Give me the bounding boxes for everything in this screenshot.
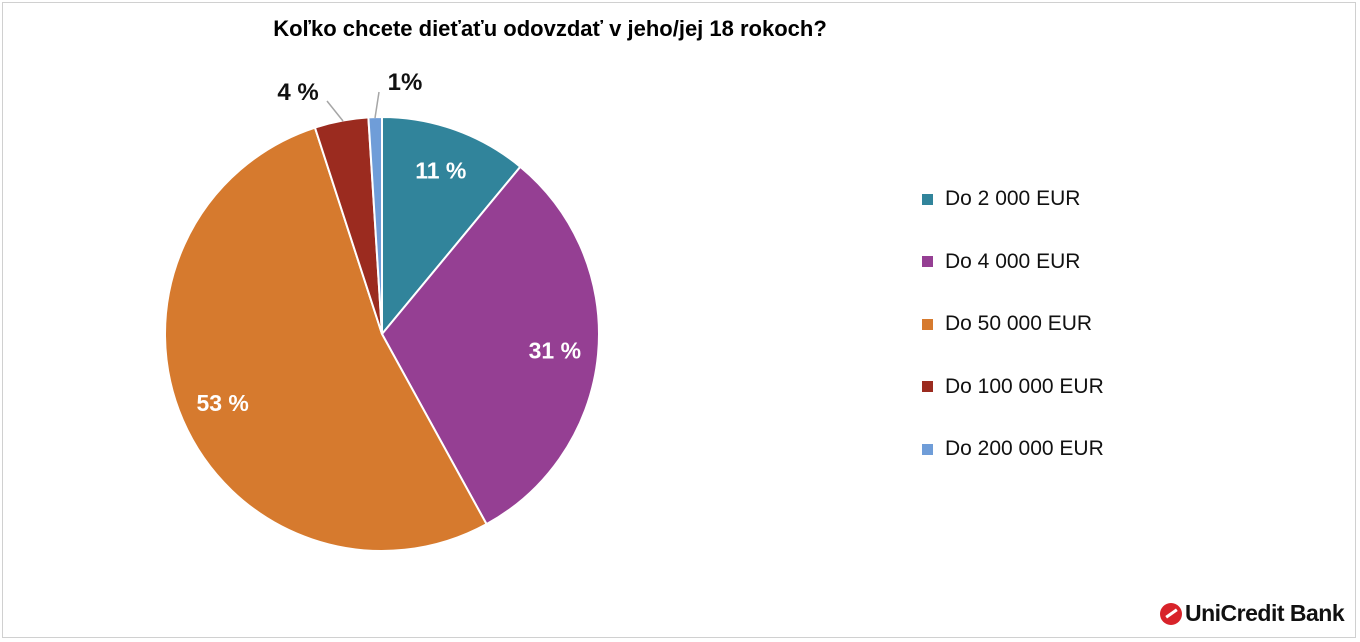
legend-swatch <box>922 381 933 393</box>
data-label-1: 31 % <box>529 337 581 363</box>
pie-slice-0 <box>381 115 522 337</box>
unicredit-logo: UniCredit Bank <box>1160 600 1345 627</box>
unicredit-logo-icon <box>1160 602 1182 625</box>
legend-swatch <box>922 443 933 455</box>
leader-line-4 <box>374 91 380 119</box>
legend: Do 2 000 EUR Do 4 000 EUR Do 50 000 EUR Do … <box>922 168 1104 481</box>
data-label-2: 53 % <box>196 390 248 416</box>
legend-item: Do 4 000 EUR <box>922 231 1104 294</box>
legend-swatch <box>922 318 933 330</box>
leader-line-3 <box>326 100 344 122</box>
legend-item: Do 100 000 EUR <box>922 356 1104 419</box>
chart-title: Koľko chcete dieťaťu odovzdať v jeho/jej… <box>273 16 827 41</box>
legend-label: Do 2 000 EUR <box>945 187 1081 211</box>
legend-swatch <box>922 256 933 268</box>
legend-label: Do 200 000 EUR <box>945 437 1104 461</box>
data-label-3: 4 % <box>277 79 318 106</box>
legend-item: Do 200 000 EUR <box>922 418 1104 481</box>
data-label-0: 11 % <box>415 158 466 184</box>
logo-text: UniCredit Bank <box>1185 600 1345 626</box>
data-label-4: 1% <box>388 69 423 96</box>
legend-item: Do 50 000 EUR <box>922 293 1104 356</box>
legend-item: Do 2 000 EUR <box>922 168 1104 231</box>
pie-slice-2 <box>164 126 488 552</box>
legend-label: Do 4 000 EUR <box>945 249 1081 273</box>
legend-label: Do 50 000 EUR <box>945 312 1093 336</box>
legend-label: Do 100 000 EUR <box>945 374 1104 398</box>
legend-swatch <box>922 193 933 205</box>
pie-slice-1 <box>380 165 600 526</box>
